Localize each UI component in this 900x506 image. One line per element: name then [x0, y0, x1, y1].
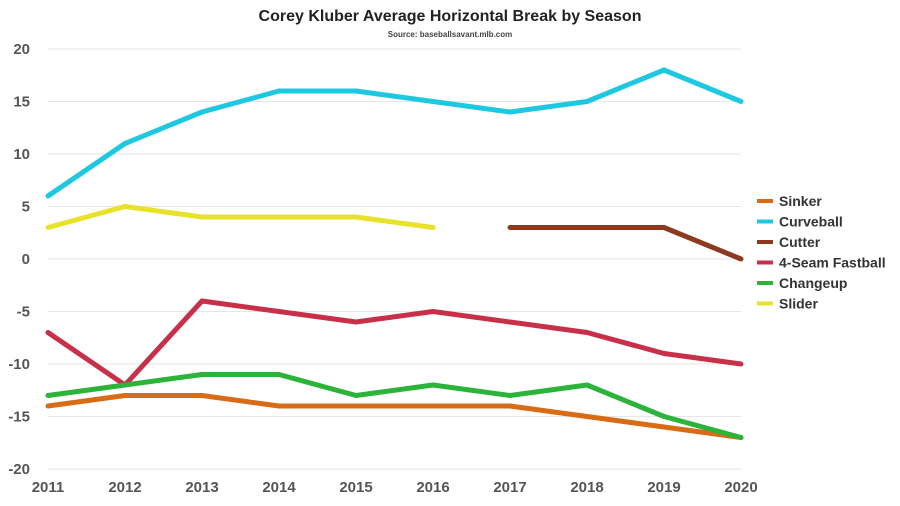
data-point-curveball	[661, 67, 667, 73]
data-point-slider	[45, 225, 51, 230]
data-point-sinker	[276, 403, 282, 409]
legend-label-curveball: Curveball	[779, 214, 843, 230]
data-point-4-seam-fastball	[507, 319, 513, 325]
data-point-cutter	[507, 225, 513, 230]
data-point-curveball	[122, 141, 128, 146]
series-line-sinker	[47, 393, 742, 440]
data-point-curveball	[507, 109, 513, 115]
chart-subtitle: Source: baseballsavant.mlb.com	[388, 30, 513, 39]
data-point-changeup	[507, 393, 513, 398]
data-point-4-seam-fastball	[738, 361, 744, 367]
y-tick-label: -10	[8, 356, 30, 373]
y-tick-label: -15	[8, 409, 30, 426]
data-point-slider	[353, 214, 359, 220]
data-point-changeup	[353, 393, 359, 398]
x-tick-label: 2019	[647, 479, 680, 496]
data-point-4-seam-fastball	[353, 319, 359, 325]
x-axis: 2011 2012 2013 2014 2015 2016 2017 2018 2019 2020	[32, 479, 758, 496]
data-point-4-seam-fastball	[276, 309, 282, 314]
data-point-curveball	[738, 99, 744, 104]
data-point-slider	[276, 214, 282, 220]
data-point-changeup	[276, 372, 282, 377]
data-point-cutter	[661, 225, 667, 230]
data-point-curveball	[276, 88, 282, 94]
data-point-changeup	[45, 393, 51, 398]
x-tick-label: 2014	[262, 479, 296, 496]
y-tick-label: 15	[13, 94, 30, 111]
data-point-changeup	[430, 382, 436, 388]
data-point-changeup	[738, 435, 744, 440]
legend-label-cutter: Cutter	[779, 234, 821, 250]
y-tick-label: 20	[13, 41, 30, 58]
data-point-4-seam-fastball	[661, 351, 667, 356]
x-tick-label: 2011	[32, 479, 65, 496]
data-point-curveball	[584, 99, 590, 104]
legend-label-slider: Slider	[779, 296, 818, 312]
data-point-curveball	[353, 88, 359, 94]
legend: Sinker Curveball Cutter 4-Seam Fastball Chan…	[757, 193, 886, 312]
data-point-cutter	[738, 256, 744, 262]
data-point-sinker	[122, 393, 128, 398]
legend-label-changeup: Changeup	[779, 275, 847, 291]
data-point-sinker	[199, 393, 205, 398]
data-point-sinker	[353, 403, 359, 409]
y-tick-label: 0	[22, 251, 30, 268]
data-point-4-seam-fastball	[45, 330, 51, 335]
x-tick-label: 2017	[493, 479, 526, 496]
series-line-changeup	[47, 372, 742, 440]
data-point-curveball	[199, 109, 205, 115]
data-point-curveball	[45, 193, 51, 199]
series-line-curveball	[46, 67, 742, 199]
x-tick-label: 2020	[724, 479, 757, 496]
data-point-slider	[199, 214, 205, 220]
x-tick-label: 2018	[570, 479, 603, 496]
data-point-changeup	[661, 414, 667, 419]
x-tick-label: 2012	[108, 479, 141, 496]
data-point-sinker	[661, 424, 667, 430]
series-line-slider	[47, 204, 434, 230]
data-point-sinker	[430, 403, 436, 409]
y-tick-label: -20	[8, 461, 30, 478]
data-point-4-seam-fastball	[199, 298, 205, 304]
series-line-cutter	[510, 225, 742, 262]
x-tick-label: 2015	[339, 479, 372, 496]
data-point-sinker	[45, 403, 51, 409]
x-tick-label: 2016	[416, 479, 449, 496]
data-point-sinker	[507, 403, 513, 409]
data-point-4-seam-fastball	[584, 330, 590, 335]
legend-label-sinker: Sinker	[779, 193, 822, 209]
y-axis: 20 15 10 5 0 -5 -10 -15 -20	[8, 41, 30, 478]
data-point-slider	[430, 225, 436, 230]
x-tick-label: 2013	[185, 479, 218, 496]
data-point-slider	[122, 204, 128, 209]
gridlines	[48, 48, 741, 470]
legend-label-4-seam-fastball: 4-Seam Fastball	[779, 255, 886, 271]
data-point-curveball	[430, 99, 436, 104]
data-point-changeup	[122, 382, 128, 388]
chart-title: Corey Kluber Average Horizontal Break by…	[259, 8, 642, 25]
y-tick-label: 10	[13, 146, 30, 163]
data-point-cutter	[584, 225, 590, 230]
data-point-4-seam-fastball	[430, 309, 436, 314]
y-tick-label: 5	[22, 199, 30, 216]
data-point-changeup	[199, 372, 205, 377]
series-lines	[45, 67, 744, 440]
y-tick-label: -5	[17, 304, 30, 321]
data-point-changeup	[584, 382, 590, 388]
data-point-sinker	[584, 414, 590, 419]
series-line-4-seam-fastball	[46, 298, 742, 388]
